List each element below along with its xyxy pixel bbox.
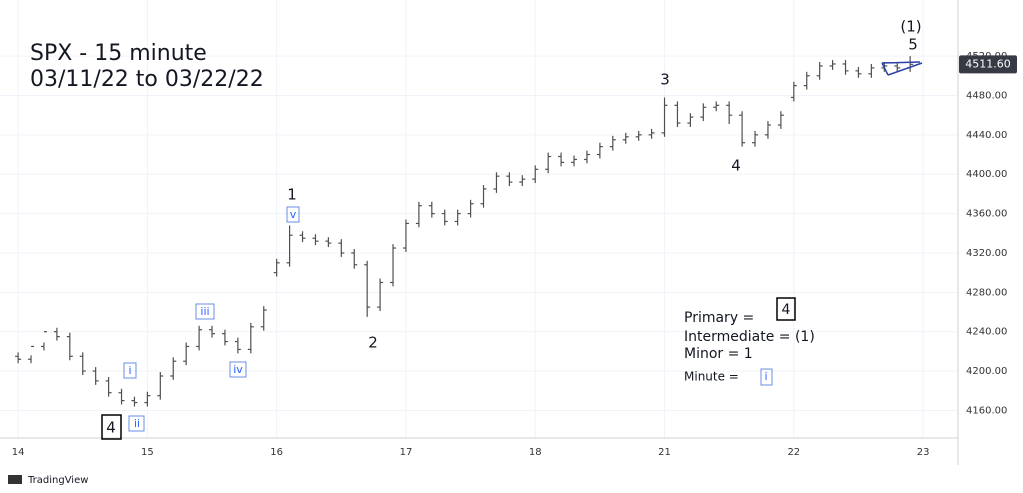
y-tick-label: 4360.00 [966, 209, 1007, 220]
key-box [776, 297, 796, 321]
wave-label: 3 [660, 71, 670, 89]
x-tick-label: 15 [141, 447, 154, 458]
y-tick-label: 4480.00 [966, 90, 1007, 101]
x-tick-label: 14 [12, 447, 25, 458]
x-tick-label: 21 [658, 447, 671, 458]
x-tick-label: 16 [270, 447, 283, 458]
chart-subtitle: 03/11/22 to 03/22/22 [30, 67, 264, 92]
x-tick-label: 22 [787, 447, 800, 458]
wave-label: (1) [900, 18, 921, 36]
last-price-label: 4511.60 [965, 57, 1011, 70]
y-tick-label: 4200.00 [966, 366, 1007, 377]
y-tick-label: 4160.00 [966, 405, 1007, 416]
wave-label: 5 [908, 36, 918, 54]
brand-logo [8, 475, 22, 484]
last-price-tag [959, 55, 1017, 74]
key-minute-value: i [764, 370, 767, 383]
brand: TradingView [27, 475, 88, 486]
x-tick-label: 17 [400, 447, 413, 458]
minute-label: iv [233, 363, 243, 376]
key-intermediate: Intermediate = (1) [684, 329, 815, 345]
y-tick-label: 4320.00 [966, 248, 1007, 259]
triangle [881, 61, 923, 76]
minute-label: v [290, 208, 297, 221]
y-tick-label: 4400.00 [966, 169, 1007, 180]
key-box [760, 368, 773, 386]
axes: 4160.00 4200.00 4240.00 4280.00 4320.00 4360.… [12, 51, 1017, 458]
bars [15, 56, 914, 407]
grid [0, 0, 958, 438]
wave-label: 2 [368, 334, 378, 352]
key-minute: Minute = [684, 370, 739, 384]
y-tick-label: 4240.00 [966, 327, 1007, 338]
x-tick-label: 23 [917, 447, 930, 458]
x-tick-label: 18 [529, 447, 542, 458]
primary-box [101, 414, 122, 440]
minute-label: ii [134, 417, 140, 430]
chart-title: SPX - 15 minute [30, 41, 207, 66]
wave-label: 4 [731, 157, 741, 175]
label-boxes [123, 206, 300, 432]
key-primary: Primary = [684, 310, 754, 326]
y-tick-label: 4280.00 [966, 287, 1007, 298]
minute-label: iii [200, 305, 209, 318]
wave-label: 1 [287, 186, 297, 204]
key-minor: Minor = 1 [684, 346, 753, 362]
primary-label: 4 [106, 419, 116, 437]
key-primary-value: 4 [782, 302, 791, 318]
y-tick-label: 4440.00 [966, 130, 1007, 141]
minute-label: i [128, 364, 131, 377]
